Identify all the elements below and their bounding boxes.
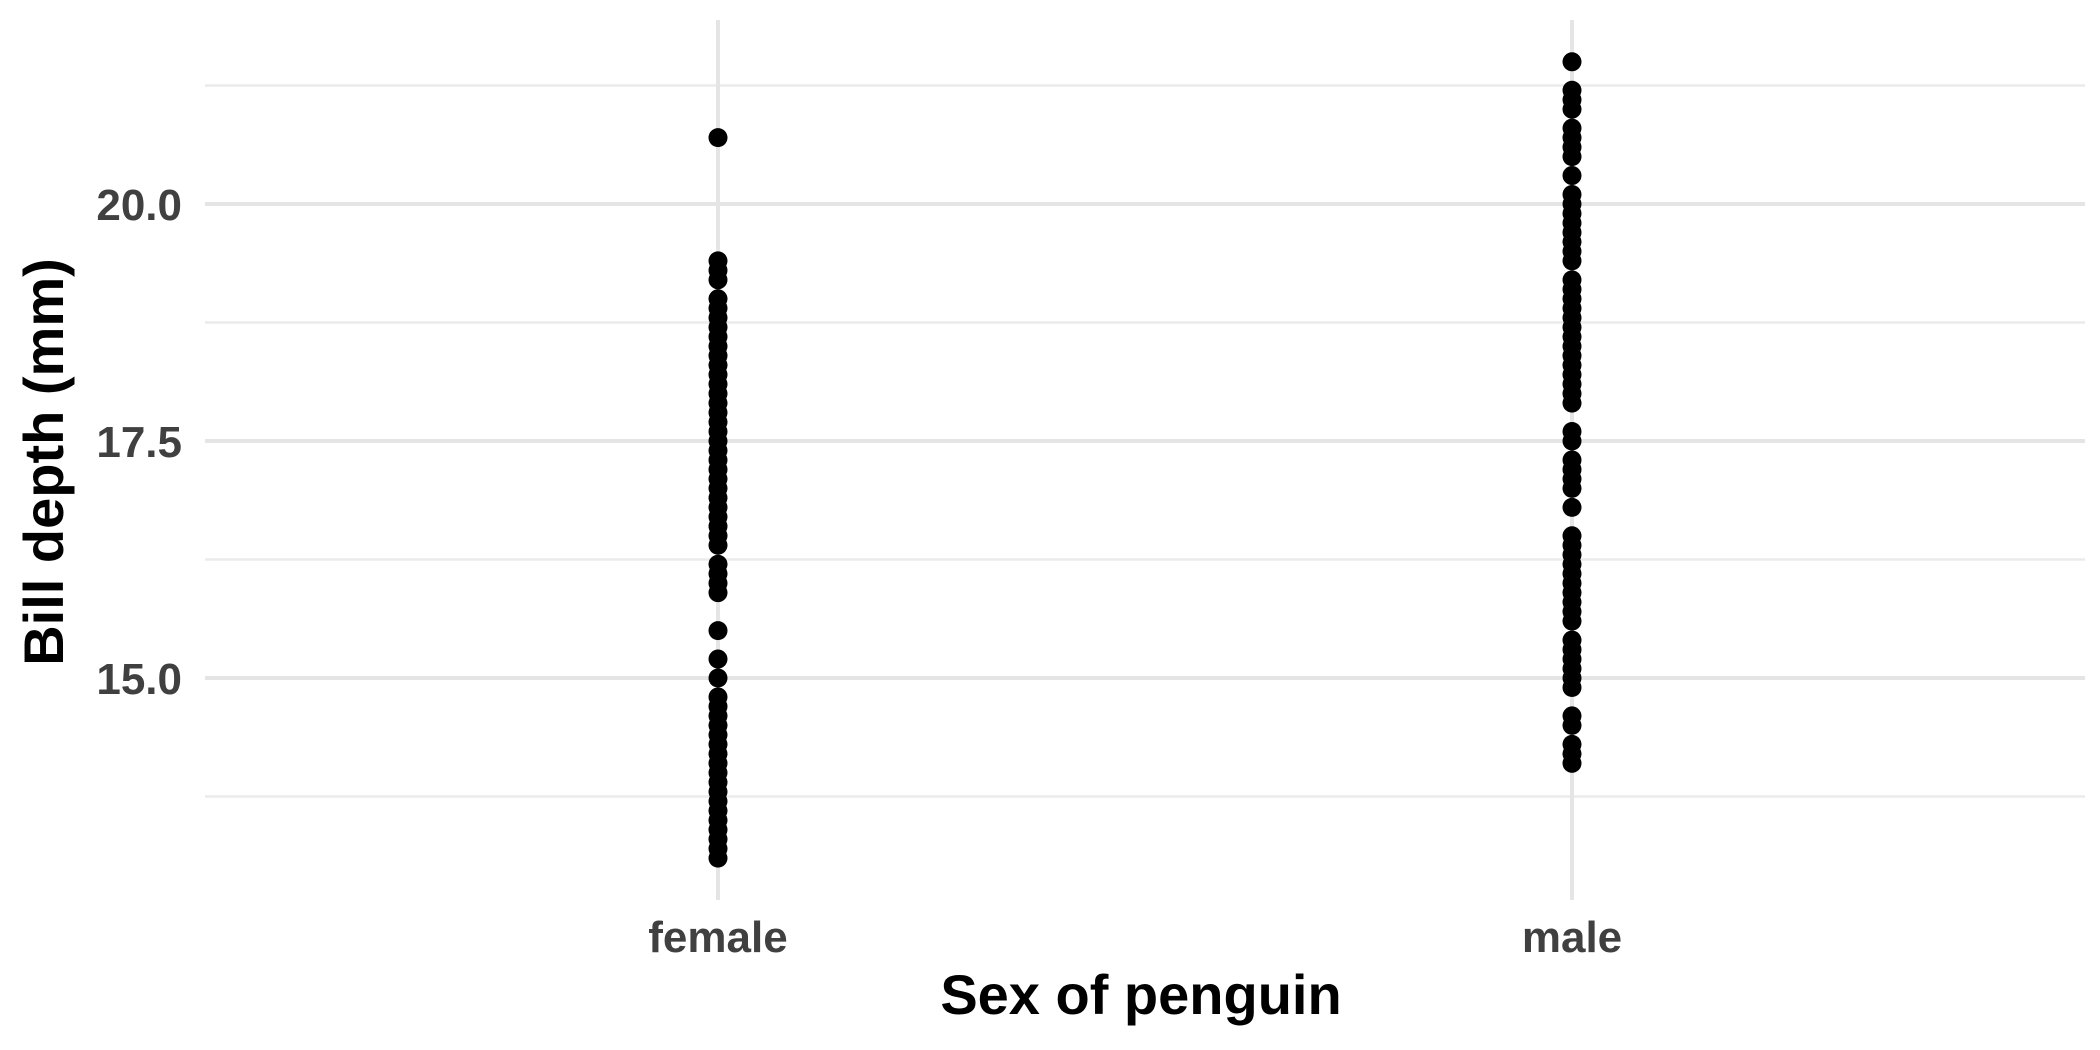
data-point-female — [708, 848, 728, 868]
data-point-female — [708, 535, 728, 555]
data-point-female — [708, 270, 728, 290]
data-point-male — [1562, 166, 1582, 186]
y-axis-tick-labels: 15.0 17.5 20.0 — [96, 181, 182, 704]
data-point-male — [1562, 611, 1582, 631]
y-tick-label: 20.0 — [96, 181, 182, 230]
data-point-female — [708, 649, 728, 669]
data-point-male — [1562, 251, 1582, 271]
data-point-male — [1562, 753, 1582, 773]
data-point-female — [708, 621, 728, 641]
data-points — [708, 52, 1582, 868]
data-point-female — [708, 128, 728, 148]
grid-lines — [205, 20, 2085, 900]
x-axis-title: Sex of penguin — [940, 963, 1341, 1026]
data-point-male — [1562, 715, 1582, 735]
data-point-male — [1562, 478, 1582, 498]
x-axis-tick-labels: female male — [648, 913, 1622, 962]
x-tick-label-male: male — [1522, 913, 1622, 962]
data-point-male — [1562, 393, 1582, 413]
data-point-female — [708, 668, 728, 688]
y-axis-title: Bill depth (mm) — [12, 258, 75, 666]
data-point-female — [708, 583, 728, 603]
y-tick-label: 17.5 — [96, 418, 182, 467]
data-point-male — [1562, 431, 1582, 451]
data-point-male — [1562, 147, 1582, 167]
y-tick-label: 15.0 — [96, 655, 182, 704]
x-tick-label-female: female — [648, 913, 787, 962]
data-point-male — [1562, 52, 1582, 72]
data-point-male — [1562, 99, 1582, 119]
data-point-male — [1562, 677, 1582, 697]
data-point-male — [1562, 497, 1582, 517]
